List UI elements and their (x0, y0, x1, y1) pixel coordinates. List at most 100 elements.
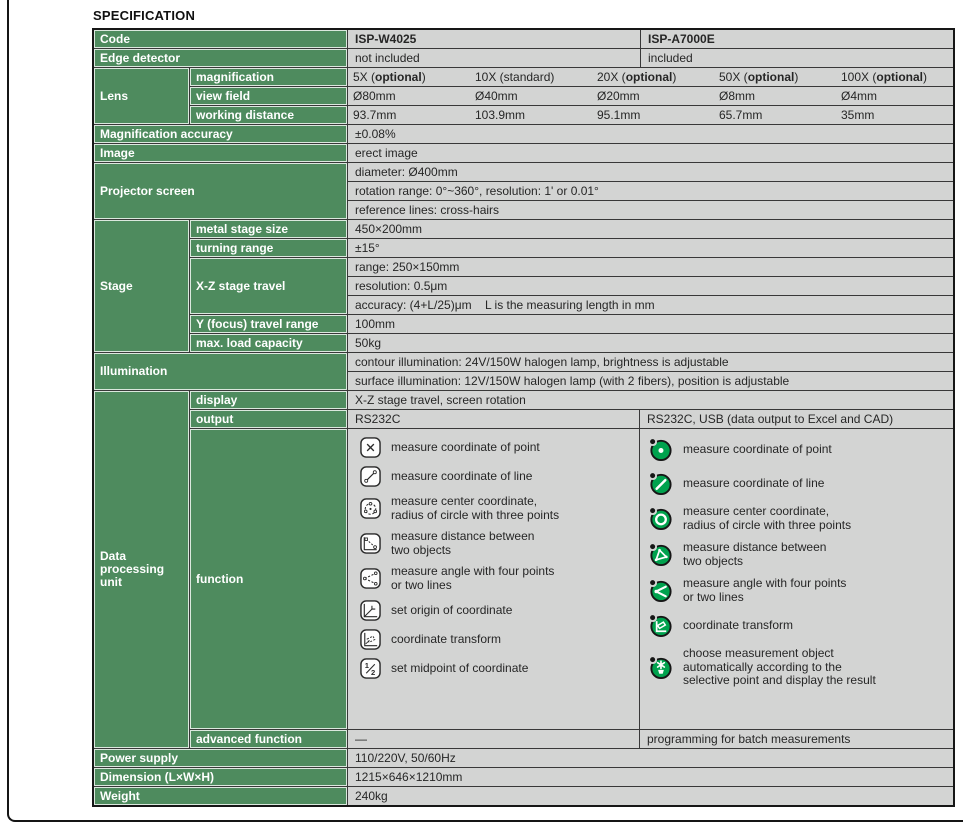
function-item: measure coordinate of point (648, 437, 832, 462)
row-max-load-capacity: max. load capacity 50kg (190, 334, 953, 352)
illumination-contour: contour illumination: 24V/150W halogen l… (348, 353, 953, 371)
edge-detector-value-a7000e: included (641, 49, 953, 67)
function-item: measure coordinate of point (360, 437, 540, 458)
row-display: display X-Z stage travel, screen rotatio… (190, 391, 953, 409)
working-distance-value: 35mm (841, 108, 875, 122)
transform-circle-icon (648, 613, 673, 638)
function-item-text: coordinate transform (391, 631, 502, 646)
row-y-travel-range: Y (focus) travel range 100mm (190, 315, 953, 333)
row-working-distance: working distance 93.7mm 103.9mm 95.1mm 65.7… (190, 106, 953, 124)
section-lens: Lens magnification 5X (optional) 10X (sta… (94, 68, 953, 124)
xz-stage-travel-label: X-Z stage travel (190, 258, 347, 314)
working-distance-value: 65.7mm (719, 108, 763, 122)
distance-circle-icon (648, 542, 673, 567)
magnification-accuracy-label: Magnification accuracy (94, 125, 347, 143)
output-label: output (190, 410, 347, 428)
stage-label: Stage (94, 220, 189, 352)
turning-range-label: turning range (190, 239, 347, 257)
function-list-w4025: measure coordinate of point measure coord… (348, 429, 639, 729)
display-label: display (190, 391, 347, 409)
view-field-value: Ø4mm (841, 89, 877, 103)
function-item: measure angle with four points or two li… (648, 576, 847, 604)
code-value-a7000e: ISP-A7000E (641, 30, 953, 48)
line-square-icon (360, 466, 381, 487)
magnification-value: 10X (standard) (475, 70, 555, 84)
row-magnification-accuracy: Magnification accuracy ±0.08% (94, 125, 953, 143)
function-item-text: choose measurement object automatically … (683, 646, 876, 687)
max-load-capacity-label: max. load capacity (190, 334, 347, 352)
view-field-value: Ø8mm (719, 89, 755, 103)
y-travel-range-value: 100mm (348, 315, 953, 333)
function-item-text: measure center coordinate, radius of cir… (683, 504, 852, 532)
image-value: erect image (348, 144, 953, 162)
row-weight: Weight 240kg (94, 787, 953, 805)
function-item-text: measure distance between two objects (683, 540, 827, 568)
row-magnification: magnification 5X (optional) 10X (standard… (190, 68, 953, 86)
function-item: coordinate transform (648, 613, 793, 638)
dimension-value: 1215×646×1210mm (348, 768, 953, 786)
origin-square-icon (360, 600, 381, 621)
function-item: measure center coordinate, radius of cir… (648, 504, 852, 532)
distance-square-icon (360, 533, 381, 554)
working-distance-value: 95.1mm (597, 108, 641, 122)
weight-value: 240kg (348, 787, 953, 805)
image-label: Image (94, 144, 347, 162)
xz-stage-travel-resolution: resolution: 0.5μm (348, 277, 953, 295)
row-metal-stage-size: metal stage size 450×200mm (190, 220, 953, 238)
row-power-supply: Power supply 110/220V, 50/60Hz (94, 749, 953, 767)
view-field-value: Ø80mm (353, 89, 396, 103)
function-item-text: measure angle with four points or two li… (683, 576, 847, 604)
advanced-function-a7000e: programming for batch measurements (640, 730, 953, 748)
function-item-text: measure angle with four points or two li… (391, 564, 555, 592)
view-field-values: Ø80mm Ø40mm Ø20mm Ø8mm Ø4mm (348, 87, 953, 105)
row-turning-range: turning range ±15° (190, 239, 953, 257)
function-item: measure coordinate of line (360, 466, 532, 487)
section-data-processing: Data processing unit display X-Z stage t… (94, 391, 953, 748)
advanced-function-label: advanced function (190, 730, 347, 748)
projector-screen-reference-lines: reference lines: cross-hairs (348, 201, 953, 219)
section-stage: Stage metal stage size 450×200mm turning… (94, 220, 953, 352)
row-view-field: view field Ø80mm Ø40mm Ø20mm Ø8mm Ø4mm (190, 87, 953, 105)
magnification-value: 50X (optional) (719, 70, 799, 84)
magnification-value: 5X (optional) (353, 70, 426, 84)
xz-stage-travel-accuracy: accuracy: (4+L/25)μm L is the measuring … (348, 296, 953, 314)
code-value-w4025: ISP-W4025 (348, 30, 640, 48)
row-dimension: Dimension (L×W×H) 1215×646×1210mm (94, 768, 953, 786)
row-xz-stage-travel: X-Z stage travel range: 250×150mm resolu… (190, 258, 953, 314)
function-item-text: measure coordinate of line (391, 468, 533, 483)
metal-stage-size-value: 450×200mm (348, 220, 953, 238)
function-label: function (190, 429, 347, 729)
output-value-w4025: RS232C (348, 410, 639, 428)
function-item: choose measurement object automatically … (648, 646, 876, 688)
view-field-value: Ø20mm (597, 89, 640, 103)
function-item: measure distance between two objects (360, 529, 534, 557)
function-item-text: set origin of coordinate (391, 602, 513, 617)
point-square-icon (360, 437, 381, 458)
function-item-text: coordinate transform (683, 617, 794, 632)
function-item: measure distance between two objects (648, 540, 827, 568)
page-title: SPECIFICATION (93, 8, 196, 23)
max-load-capacity-value: 50kg (348, 334, 953, 352)
working-distance-value: 93.7mm (353, 108, 397, 122)
row-output: output RS232C RS232C, USB (data output t… (190, 410, 953, 428)
svg-text:1: 1 (365, 661, 370, 670)
function-item-text: measure coordinate of point (391, 439, 540, 454)
angle-square-icon (360, 568, 381, 589)
output-value-a7000e: RS232C, USB (data output to Excel and CA… (640, 410, 953, 428)
function-item: measure center coordinate, radius of cir… (360, 494, 559, 522)
magnification-label: magnification (190, 68, 347, 86)
working-distance-values: 93.7mm 103.9mm 95.1mm 65.7mm 35mm (348, 106, 953, 124)
xz-stage-travel-range: range: 250×150mm (348, 258, 953, 276)
row-advanced-function: advanced function — programming for batc… (190, 730, 953, 748)
power-supply-value: 110/220V, 50/60Hz (348, 749, 953, 767)
point-circle-icon (648, 437, 673, 462)
magnification-value: 20X (optional) (597, 70, 677, 84)
line-circle-icon (648, 471, 673, 496)
function-item-text: measure coordinate of point (683, 441, 832, 456)
advanced-function-w4025: — (348, 730, 639, 748)
metal-stage-size-label: metal stage size (190, 220, 347, 238)
view-field-value: Ø40mm (475, 89, 518, 103)
working-distance-value: 103.9mm (475, 108, 526, 122)
function-item-text: set midpoint of coordinate (391, 660, 529, 675)
